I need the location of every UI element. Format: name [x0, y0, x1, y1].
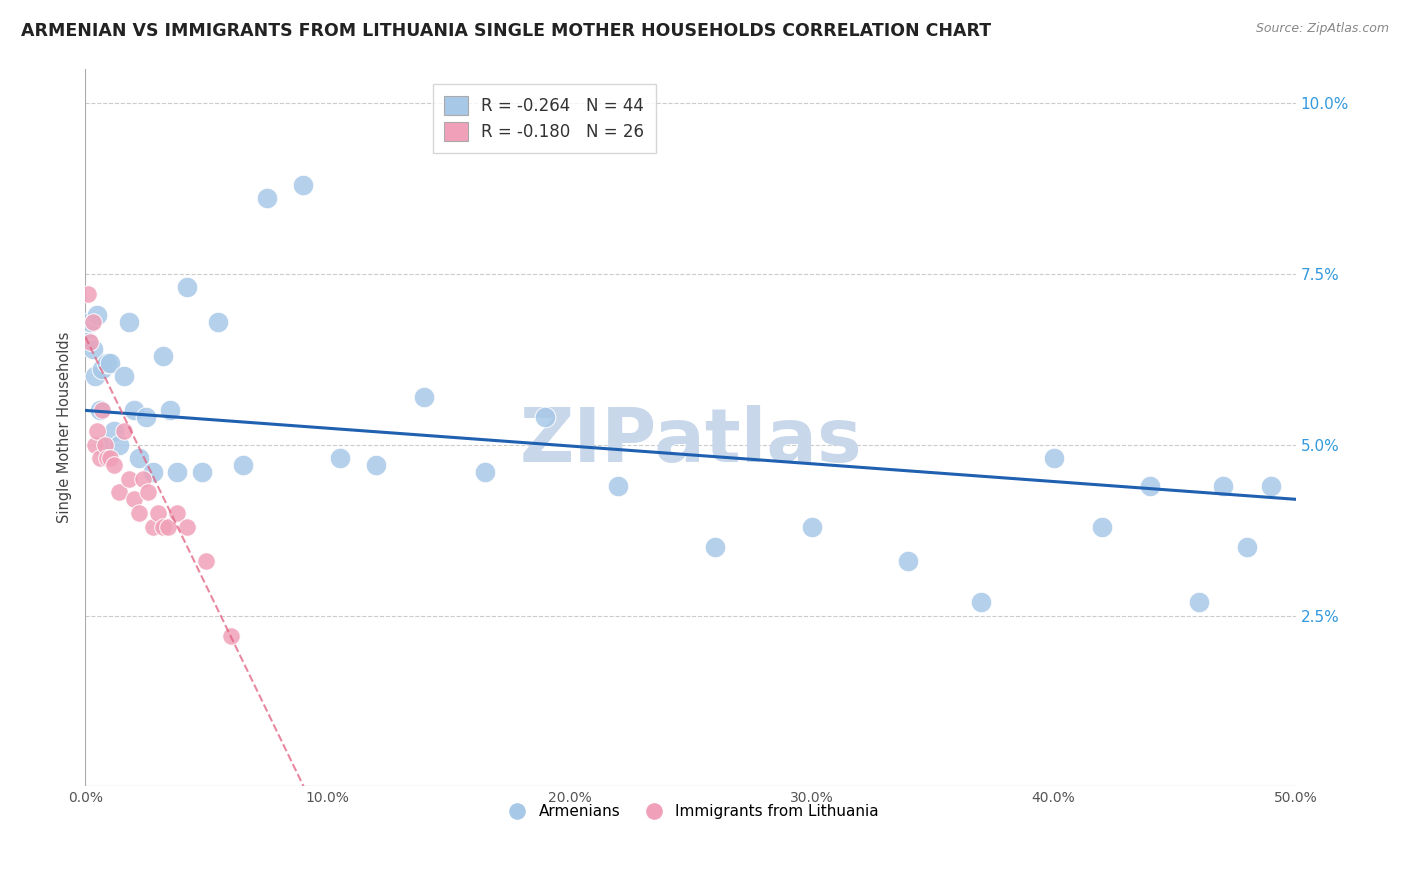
Point	[108, 437, 131, 451]
Point	[108, 485, 131, 500]
Point	[96, 355, 118, 369]
Text: ARMENIAN VS IMMIGRANTS FROM LITHUANIA SINGLE MOTHER HOUSEHOLDS CORRELATION CHART: ARMENIAN VS IMMIGRANTS FROM LITHUANIA SI…	[21, 22, 991, 40]
Point	[292, 178, 315, 192]
Point	[534, 410, 557, 425]
Point	[1236, 540, 1258, 554]
Point	[232, 458, 254, 472]
Text: Source: ZipAtlas.com: Source: ZipAtlas.com	[1256, 22, 1389, 36]
Point	[364, 458, 387, 472]
Point	[703, 540, 725, 554]
Point	[91, 403, 114, 417]
Point	[98, 451, 121, 466]
Point	[1260, 478, 1282, 492]
Point	[166, 465, 188, 479]
Point	[474, 465, 496, 479]
Point	[82, 314, 104, 328]
Point	[96, 451, 118, 466]
Point	[132, 472, 155, 486]
Point	[1091, 519, 1114, 533]
Point	[103, 424, 125, 438]
Point	[93, 437, 115, 451]
Y-axis label: Single Mother Households: Single Mother Households	[58, 332, 72, 524]
Point	[86, 424, 108, 438]
Point	[142, 519, 165, 533]
Text: ZIPatlas: ZIPatlas	[519, 405, 862, 478]
Point	[93, 437, 115, 451]
Point	[79, 334, 101, 349]
Point	[1188, 595, 1211, 609]
Point	[84, 369, 107, 384]
Point	[142, 465, 165, 479]
Point	[146, 506, 169, 520]
Point	[159, 403, 181, 417]
Point	[256, 191, 278, 205]
Point	[219, 629, 242, 643]
Point	[190, 465, 212, 479]
Point	[606, 478, 628, 492]
Point	[79, 314, 101, 328]
Point	[176, 280, 198, 294]
Point	[207, 314, 229, 328]
Point	[128, 451, 150, 466]
Point	[89, 403, 111, 417]
Point	[1212, 478, 1234, 492]
Point	[118, 314, 141, 328]
Point	[176, 519, 198, 533]
Point	[152, 519, 174, 533]
Point	[156, 519, 179, 533]
Point	[112, 424, 135, 438]
Point	[195, 554, 218, 568]
Point	[103, 458, 125, 472]
Point	[89, 451, 111, 466]
Point	[122, 403, 145, 417]
Point	[1042, 451, 1064, 466]
Point	[970, 595, 993, 609]
Point	[86, 308, 108, 322]
Point	[897, 554, 920, 568]
Point	[152, 349, 174, 363]
Point	[98, 355, 121, 369]
Point	[1139, 478, 1161, 492]
Point	[800, 519, 823, 533]
Point	[122, 492, 145, 507]
Point	[136, 485, 159, 500]
Point	[328, 451, 350, 466]
Point	[91, 362, 114, 376]
Point	[128, 506, 150, 520]
Point	[82, 342, 104, 356]
Point	[166, 506, 188, 520]
Point	[84, 437, 107, 451]
Point	[112, 369, 135, 384]
Point	[135, 410, 157, 425]
Point	[413, 390, 436, 404]
Point	[118, 472, 141, 486]
Point	[76, 287, 98, 301]
Point	[76, 334, 98, 349]
Legend: Armenians, Immigrants from Lithuania: Armenians, Immigrants from Lithuania	[496, 798, 886, 825]
